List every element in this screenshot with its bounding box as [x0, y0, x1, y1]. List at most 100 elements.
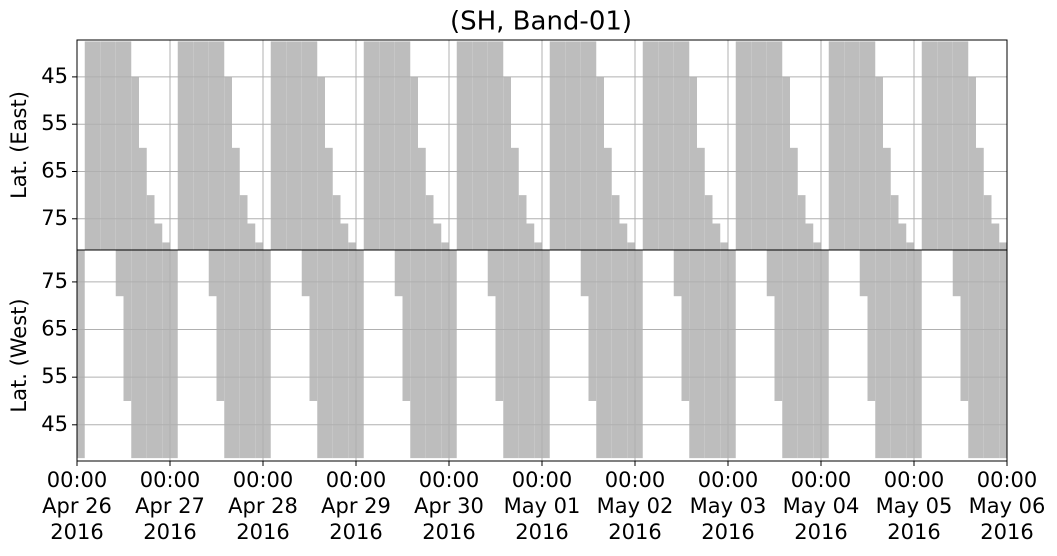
coverage-bar [805, 223, 814, 250]
coverage-bar [247, 250, 256, 459]
y-axis-label: Lat. (East) [7, 91, 31, 199]
x-tick-label: May 06 [969, 494, 1046, 518]
coverage-bar [945, 41, 953, 251]
coverage-bar [286, 41, 294, 251]
coverage-bar [542, 250, 550, 459]
coverage-bar [774, 250, 783, 401]
coverage-bar [418, 147, 426, 250]
coverage-bar [697, 250, 705, 459]
coverage-bar [983, 250, 992, 459]
coverage-bar [921, 41, 930, 251]
coverage-bar [720, 242, 728, 250]
coverage-bar [976, 250, 984, 459]
coverage-bar [518, 195, 527, 250]
coverage-bar [154, 223, 163, 250]
x-tick-label: 00:00 [233, 468, 294, 492]
coverage-bar [456, 41, 465, 251]
coverage-bar [371, 41, 380, 251]
coverage-bar [309, 41, 318, 251]
coverage-bar [976, 147, 984, 250]
coverage-bar [425, 250, 434, 459]
coverage-bar [999, 242, 1007, 250]
coverage-bar [511, 147, 519, 250]
coverage-bar [216, 250, 225, 401]
x-tick-label: 00:00 [326, 468, 387, 492]
coverage-bar [146, 250, 155, 459]
y-tick-label: 45 [41, 412, 68, 436]
x-tick-label: Apr 30 [414, 494, 484, 518]
y-tick-label: 75 [41, 269, 68, 293]
coverage-bar [666, 41, 674, 251]
coverage-bar [828, 41, 837, 251]
coverage-bar [782, 76, 790, 250]
x-tick-label: Apr 26 [42, 494, 112, 518]
coverage-bar [255, 250, 263, 459]
coverage-bar [263, 250, 271, 459]
coverage-bar [503, 76, 511, 250]
x-tick-label: May 03 [690, 494, 767, 518]
coverage-bar [332, 250, 341, 459]
y-tick-label: 55 [41, 364, 68, 388]
x-tick-label: 00:00 [791, 468, 852, 492]
x-tick-label: 2016 [608, 520, 661, 544]
coverage-bar [224, 250, 232, 459]
x-tick-label: Apr 29 [321, 494, 391, 518]
coverage-bar [208, 250, 217, 297]
x-tick-label: 2016 [329, 520, 382, 544]
coverage-bar [960, 250, 969, 401]
coverage-bar [712, 250, 721, 459]
coverage-bar [673, 41, 682, 251]
coverage-bar [875, 250, 883, 459]
y-tick-label: 75 [41, 206, 68, 230]
coverage-bar [232, 147, 240, 250]
x-tick-label: 00:00 [884, 468, 945, 492]
coverage-bar [139, 250, 147, 459]
x-tick-label: 00:00 [47, 468, 108, 492]
y-tick-label: 55 [41, 111, 68, 135]
x-tick-label: 00:00 [977, 468, 1038, 492]
coverage-bar [983, 195, 992, 250]
x-tick-label: 2016 [422, 520, 475, 544]
coverage-bar [596, 76, 604, 250]
coverage-bar [875, 76, 883, 250]
coverage-bar [759, 41, 767, 251]
coverage-bar [534, 242, 542, 250]
coverage-bar [720, 250, 728, 459]
coverage-bar [115, 41, 124, 251]
coverage-bar [239, 250, 248, 459]
coverage-bar [239, 195, 248, 250]
coverage-bar [418, 250, 426, 459]
coverage-bar [317, 250, 325, 459]
coverage-bar [782, 250, 790, 459]
coverage-bar [317, 76, 325, 250]
coverage-bar [619, 250, 628, 459]
coverage-bar [883, 147, 891, 250]
coverage-bar [673, 250, 682, 297]
coverage-bar [797, 195, 806, 250]
coverage-bar [270, 41, 279, 251]
coverage-bar [224, 76, 232, 250]
coverage-bar [170, 250, 178, 459]
coverage-bar [937, 41, 945, 251]
coverage-bar [681, 41, 690, 251]
coverage-bar [704, 250, 713, 459]
coverage-bar [387, 41, 395, 251]
coverage-bar [604, 250, 612, 459]
coverage-bar [999, 250, 1007, 459]
coverage-bar [867, 41, 876, 251]
x-tick-label: 00:00 [419, 468, 480, 492]
coverage-bar [914, 250, 922, 459]
coverage-bar [766, 41, 775, 251]
chart-title: (SH, Band-01) [450, 7, 632, 37]
coverage-bar [805, 250, 814, 459]
coverage-bar [449, 250, 457, 459]
coverage-bar [898, 223, 907, 250]
coverage-bar [131, 250, 139, 459]
coverage-bar [394, 250, 403, 297]
coverage-bar [441, 250, 449, 459]
coverage-bar [565, 41, 573, 251]
x-tick-label: May 02 [597, 494, 674, 518]
coverage-bar [325, 250, 333, 459]
coverage-bar [348, 242, 356, 250]
coverage-bar [635, 250, 643, 459]
